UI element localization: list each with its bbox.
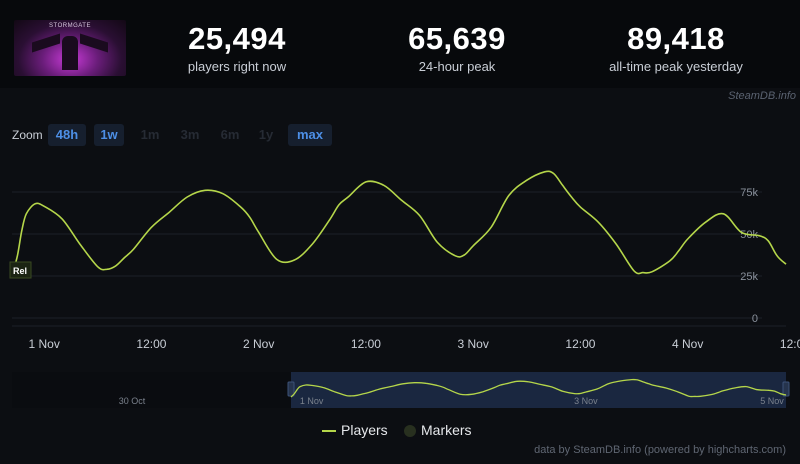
zoom-6m-button[interactable]: 6m [220,127,240,142]
x-axis-labels: 1 Nov 12:00 2 Nov 12:00 3 Nov 12:00 4 Nov 12:00… [28,337,800,351]
chart-credits[interactable]: data by SteamDB.info (powered by highcha… [534,444,786,456]
zoom-label: Zoom [12,128,43,142]
players-series-line[interactable] [11,170,787,277]
release-flag-marker[interactable]: Rel [9,261,32,279]
stat-24h-peak: 65,639 24-hour peak [347,21,567,75]
x-tick-label: 1 Nov [28,337,59,351]
all-time-peak-value: 89,418 [627,21,725,56]
y-tick-label: 75k [740,187,758,199]
navigator-right-handle[interactable] [782,381,790,397]
game-logo-text: STORMGATE [49,23,91,29]
legend-markers[interactable]: Markers [404,422,472,438]
legend-markers-label: Markers [421,422,472,438]
x-tick-label: 2 Nov [243,337,274,351]
navigator-selection-window[interactable] [291,372,786,408]
markers-legend-swatch [404,425,416,438]
chart-legend: Players Markers [0,418,800,442]
x-tick-label: 3 Nov [458,337,489,351]
navigator-label: 3 Nov [574,396,598,406]
current-players-value: 25,494 [188,21,286,56]
y-tick-label: 0 [752,313,758,325]
navigator-label: 5 Nov [760,396,784,406]
chart-gridlines [12,191,786,327]
navigator-label: 30 Oct [119,396,146,406]
legend-players[interactable]: Players [322,422,388,438]
release-flag-label: Rel [13,266,27,276]
zoom-3m-button[interactable]: 3m [180,127,200,142]
zoom-1y-button[interactable]: 1y [258,127,274,142]
x-tick-label: 12:00 [351,337,381,351]
all-time-peak-label: all-time peak yesterday [609,59,743,74]
navigator-labels: 30 Oct 1 Nov 3 Nov 5 Nov [119,396,785,406]
current-players-label: players right now [187,59,287,74]
game-header-image[interactable]: STORMGATE [14,20,126,76]
stat-all-time-peak: 89,418 all-time peak yesterday [566,21,786,75]
peak-24h-label: 24-hour peak [418,59,496,74]
y-tick-label: 25k [740,271,758,283]
zoom-1m-button[interactable]: 1m [140,127,160,142]
zoom-48h-button[interactable]: 48h [48,124,86,146]
navigator-series-line [290,378,787,398]
stat-current-players: 25,494 players right now [127,21,347,75]
x-tick-label: 12:00 [780,337,800,351]
peak-24h-value: 65,639 [408,21,506,56]
x-tick-label: 12:00 [565,337,595,351]
navigator-left-handle[interactable] [287,381,295,397]
zoom-1w-button[interactable]: 1w [94,124,124,146]
navigator-label: 1 Nov [300,396,324,406]
zoom-max-button[interactable]: max [288,124,332,146]
chart-navigator[interactable]: 30 Oct 1 Nov 3 Nov 5 Nov [12,372,790,408]
steamdb-watermark: SteamDB.info [728,90,796,102]
x-tick-label: 4 Nov [672,337,703,351]
legend-players-label: Players [341,422,388,438]
players-legend-swatch [322,430,336,433]
x-tick-label: 12:00 [136,337,166,351]
stats-header: STORMGATE 25,494 players right now 65,63… [0,0,800,88]
